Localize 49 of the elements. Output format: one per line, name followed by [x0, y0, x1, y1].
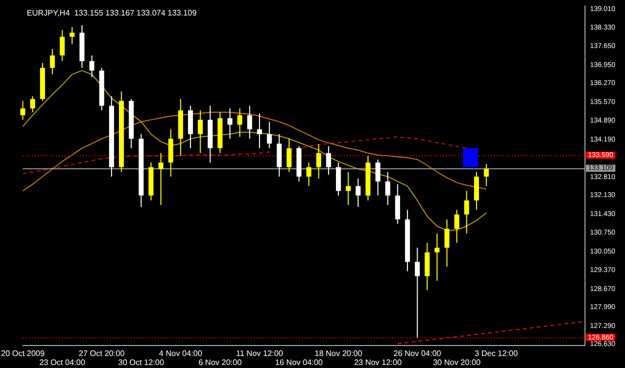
- candlestick: [306, 162, 312, 187]
- candlestick: [227, 108, 232, 140]
- x-tick-label: 16 Nov 04:00: [275, 358, 324, 367]
- x-tick-label: 3 Dec 12:00: [474, 349, 518, 358]
- candlestick: [326, 146, 332, 176]
- candlestick: [60, 30, 65, 62]
- candlestick: [424, 242, 430, 291]
- candlestick: [266, 121, 272, 149]
- candlestick: [336, 162, 341, 196]
- candlestick: [168, 128, 174, 178]
- x-tick-label: 23 Oct 04:00: [39, 358, 86, 367]
- candlestick: [237, 108, 242, 138]
- x-tick-label: 26 Nov 04:00: [394, 349, 442, 358]
- line-series: [397, 321, 586, 344]
- candlestick: [474, 172, 479, 210]
- x-tick-label: 6 Nov 20:00: [198, 358, 242, 367]
- candlestick: [454, 209, 460, 244]
- x-tick-label: 23 Nov 12:00: [354, 358, 402, 367]
- candlestick: [356, 178, 361, 208]
- candlestick: [375, 159, 380, 196]
- candlestick: [464, 190, 470, 234]
- candlestick: [395, 184, 400, 224]
- candlestick: [89, 54, 94, 78]
- x-tick-label: 30 Oct 12:00: [118, 358, 165, 367]
- candlestick: [434, 232, 440, 282]
- candlestick: [316, 144, 322, 180]
- candlestick: [444, 218, 450, 268]
- candlestick: [158, 152, 164, 206]
- candlestick: [30, 96, 36, 113]
- x-tick-label: 11 Nov 12:00: [236, 349, 284, 358]
- candlestick: [188, 105, 193, 149]
- candlestick: [70, 26, 75, 45]
- candlestick: [198, 110, 203, 154]
- chart-title: EURJPY,H4 133.155 133.167 133.074 133.109: [26, 8, 198, 18]
- x-tick-label: 30 Nov 20:00: [432, 358, 482, 367]
- x-tick-label: 27 Oct 20:00: [78, 349, 126, 358]
- candlestick: [346, 172, 351, 206]
- x-tick-label: 4 Nov 04:00: [159, 349, 203, 358]
- candlestick: [257, 112, 262, 149]
- candlestick: [20, 100, 26, 120]
- x-tick-label: 18 Nov 20:00: [314, 349, 363, 358]
- candlestick: [414, 247, 420, 338]
- candlestick: [385, 172, 390, 206]
- candlestick: [286, 138, 292, 173]
- x-tick-label: 20 Oct 2009: [0, 349, 46, 358]
- candlestick: [247, 105, 252, 140]
- candlestick: [50, 48, 55, 75]
- candlestick: [484, 164, 489, 187]
- candlestick: [276, 134, 282, 178]
